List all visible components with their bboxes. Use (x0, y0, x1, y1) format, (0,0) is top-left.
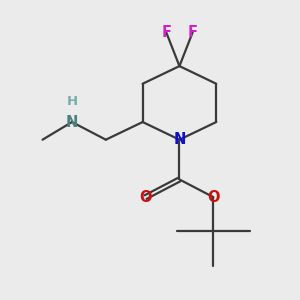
Text: H: H (66, 95, 77, 108)
Text: F: F (188, 25, 198, 40)
Text: F: F (161, 25, 171, 40)
Text: N: N (173, 132, 186, 147)
Text: N: N (66, 115, 78, 130)
Text: O: O (207, 190, 220, 205)
Text: O: O (139, 190, 152, 205)
